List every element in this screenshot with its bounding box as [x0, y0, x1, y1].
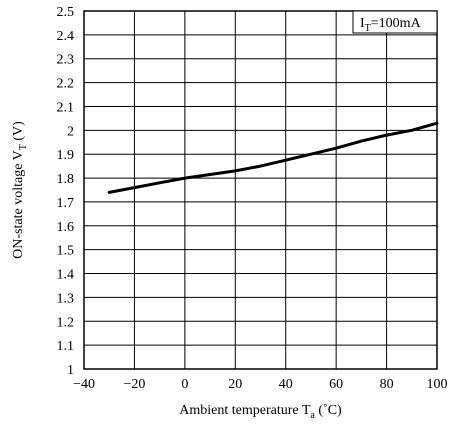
annotation-main: I: [360, 16, 365, 31]
y-tick-label: 1.9: [57, 148, 75, 163]
x-axis-title: Ambient temperature Ta (˚C): [179, 403, 342, 421]
y-tick-label: 1: [67, 363, 74, 378]
y-tick-label: 1.8: [57, 172, 75, 187]
y-tick-label: 2: [67, 124, 74, 139]
y-axis-title-unit: (V): [11, 121, 26, 144]
y-tick-label: 2.3: [57, 53, 75, 68]
y-tick-label: 1.4: [57, 268, 75, 283]
plot-frame: [83, 10, 438, 370]
y-tick-label: 1.6: [57, 220, 75, 235]
x-tick-label: 80: [380, 377, 394, 392]
x-tick-label: 0: [181, 377, 188, 392]
y-tick-label: 2.2: [57, 77, 75, 92]
annotation-label: IT=100mA: [360, 16, 422, 34]
y-axis-title-sub: T: [18, 144, 29, 150]
y-tick-label: 2.5: [57, 5, 75, 20]
x-axis-title-main: Ambient temperature T: [179, 403, 311, 418]
y-tick-labels: 1 1.1 1.2 1.3 1.4 1.5 1.6 1.7 1.8 1.9 2 2.1 2.2 2.3 2.…: [57, 5, 75, 378]
x-axis-title-unit: (˚C): [315, 403, 342, 418]
series-line: [107, 121, 439, 194]
x-tick-label: 100: [427, 377, 448, 392]
y-axis-title-main: ON-state voltage V: [11, 150, 26, 259]
y-tick-label: 1.5: [57, 244, 75, 259]
x-tick-label: 60: [329, 377, 343, 392]
y-tick-label: 2.4: [57, 29, 75, 44]
x-tick-label: 40: [279, 377, 293, 392]
annotation-sub: T: [365, 23, 371, 34]
y-tick-label: 1.7: [57, 196, 75, 211]
y-tick-label: 2.1: [57, 100, 75, 115]
x-tick-label: −40: [73, 377, 95, 392]
annotation-rest: =100mA: [371, 16, 422, 31]
grid: [83, 10, 438, 370]
annotation-box: [352, 10, 438, 34]
x-tick-labels: −40 −20 0 20 40 60 80 100: [73, 377, 447, 392]
y-tick-label: 1.2: [57, 315, 75, 330]
y-tick-label: 1.1: [57, 339, 75, 354]
y-axis-title: ON-state voltage VT (V): [11, 121, 29, 259]
y-tick-label: 1.3: [57, 291, 75, 306]
x-tick-label: 20: [228, 377, 242, 392]
x-axis-title-sub: a: [310, 410, 315, 421]
x-tick-label: −20: [123, 377, 145, 392]
